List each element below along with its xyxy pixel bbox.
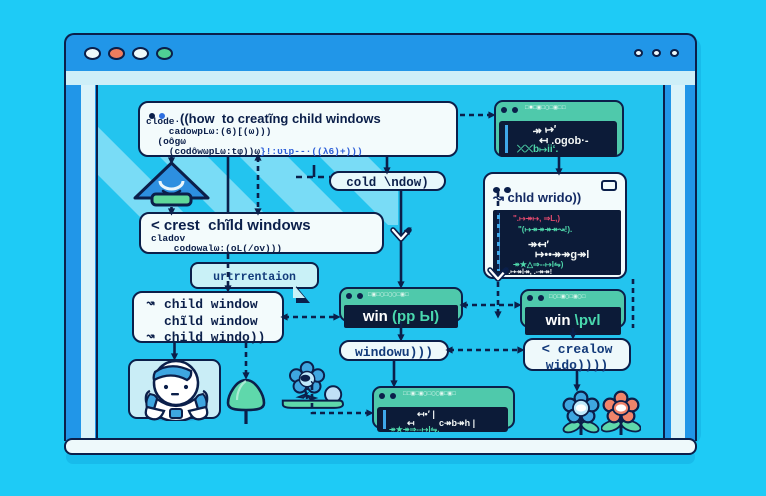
- svg-text:↠★△⇒--↦l⇋): ↠★△⇒--↦l⇋): [513, 260, 564, 269]
- svg-text:⤫⤬b↦iiʻ.: ⤫⤬b↦iiʻ.: [516, 144, 558, 155]
- svg-text:↤•′ |: ↤•′ |: [417, 409, 435, 419]
- svg-text:↠★↠⇒--↦l⇋.: ↠★↠⇒--↦l⇋.: [389, 425, 439, 432]
- svg-text:".↦↠l↠, .-↠↠!: ".↦↠l↠, .-↠↠!: [505, 269, 552, 275]
- svg-text:c↠b↠h |: c↠b↠h |: [439, 418, 475, 428]
- svg-text:".↦↠↦, ⇒L,): ".↦↠↦, ⇒L,): [513, 214, 560, 223]
- svg-text:"(↦↠↠↠↠↝!).: "(↦↠↠↠↠↝!).: [518, 225, 572, 234]
